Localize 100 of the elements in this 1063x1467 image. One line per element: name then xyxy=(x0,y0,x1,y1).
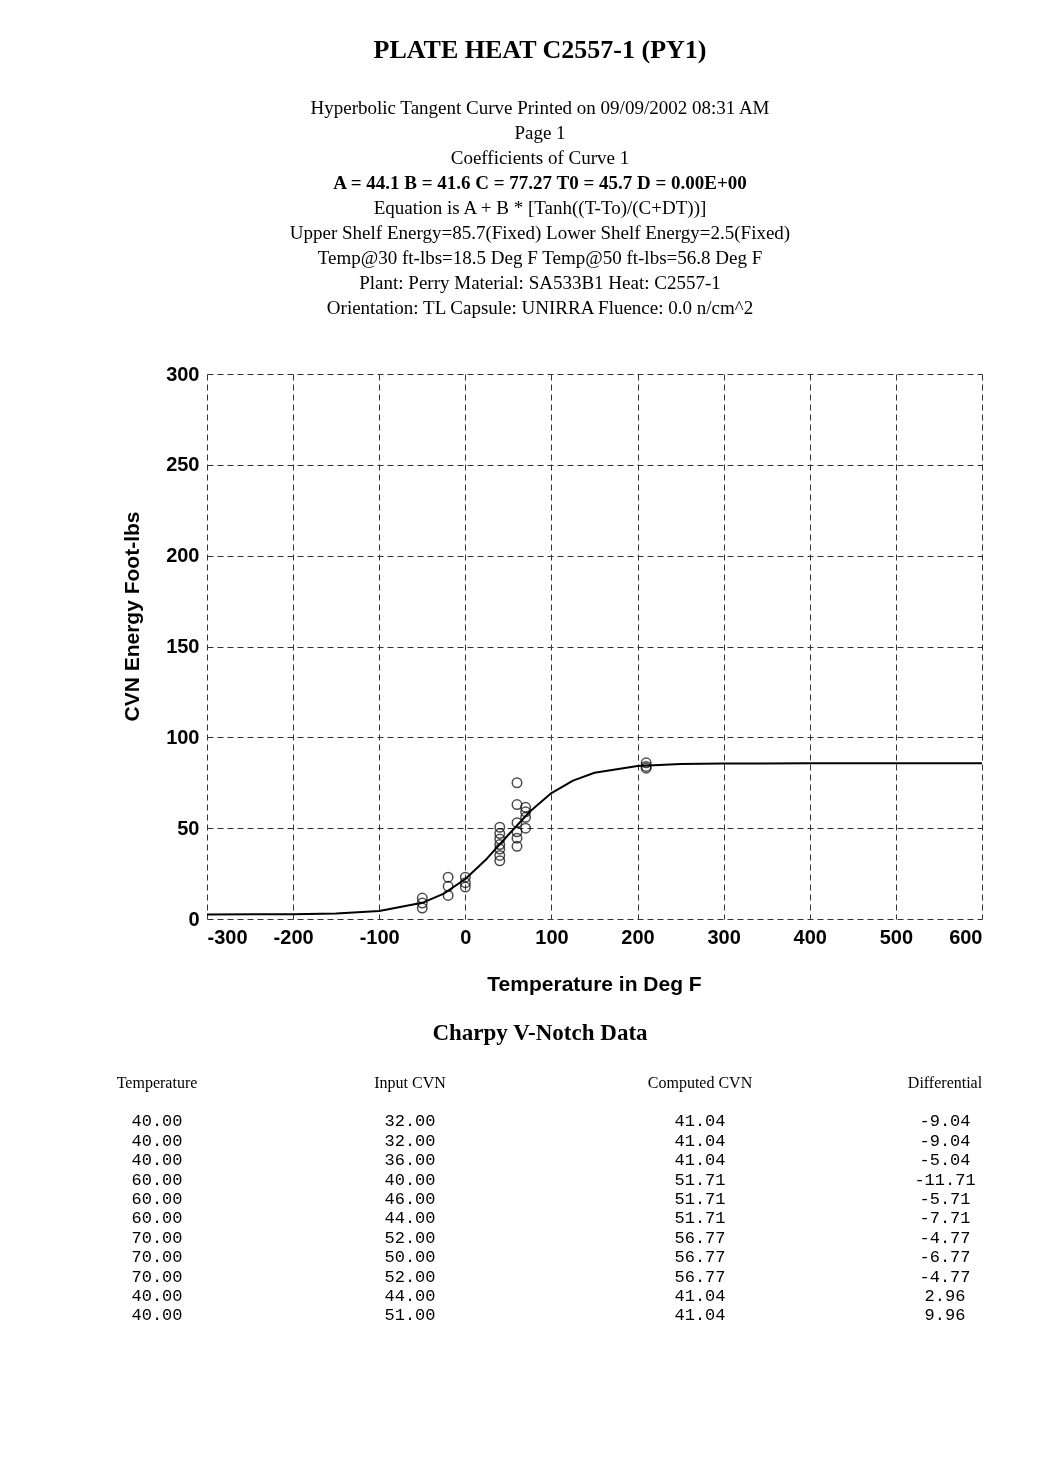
point xyxy=(494,839,506,850)
text: Differential xyxy=(907,1074,983,1091)
x-tick-label: -200 xyxy=(273,925,314,948)
point xyxy=(442,880,454,892)
text: 70.00 xyxy=(131,1228,183,1248)
text: 32.00 xyxy=(384,1131,436,1151)
text: 44.00 xyxy=(384,1209,436,1229)
text: -5.04 xyxy=(919,1151,971,1171)
point xyxy=(494,821,506,833)
text: 9.96 xyxy=(924,1306,966,1326)
text: -6.77 xyxy=(919,1248,971,1268)
text: 41.04 xyxy=(674,1112,726,1132)
point xyxy=(520,822,532,834)
text: 46.00 xyxy=(384,1190,436,1209)
point xyxy=(511,826,523,838)
point xyxy=(520,801,532,813)
point xyxy=(442,889,454,901)
text: 40.00 xyxy=(131,1112,183,1132)
point xyxy=(494,843,506,855)
x-tick-label: 600 xyxy=(949,925,983,948)
point xyxy=(494,828,506,840)
text: 41.04 xyxy=(674,1131,726,1151)
point xyxy=(442,871,454,883)
point xyxy=(511,799,523,811)
text: 52.00 xyxy=(384,1267,436,1287)
x-tick-label: 400 xyxy=(793,925,827,948)
text: -9.04 xyxy=(919,1131,971,1151)
text: 56.77 xyxy=(674,1267,726,1287)
point xyxy=(416,892,428,904)
text: -11.71 xyxy=(914,1170,976,1190)
text: Input CVN xyxy=(374,1074,447,1092)
text: Charpy V-Notch Data xyxy=(432,1020,649,1045)
text: -9.04 xyxy=(919,1112,971,1132)
text: 41.04 xyxy=(674,1287,726,1306)
chart-title: PLATE HEAT C2557-1 (PY1) xyxy=(373,35,707,64)
text: 44.00 xyxy=(384,1287,436,1306)
text: 40.00 xyxy=(131,1287,183,1306)
text: 60.00 xyxy=(131,1209,183,1229)
point xyxy=(416,902,428,914)
text: 40.00 xyxy=(384,1170,436,1190)
x-tick-label: 500 xyxy=(879,925,914,948)
text: -4.77 xyxy=(919,1228,971,1248)
x-axis-title: Temperature in Deg F xyxy=(487,972,702,995)
text: A = 44.1 B = 41.6 C = 77.27 T0 = 45.7 D = 0.00E+00 xyxy=(333,172,747,193)
text: Temp@30 ft-lbs=18.5 Deg F Temp@50 ft-lbs=56.8 Deg F xyxy=(317,247,763,268)
text: 51.71 xyxy=(674,1170,726,1190)
text: Coefficients of Curve 1 xyxy=(450,147,630,168)
text: 40.00 xyxy=(131,1131,183,1151)
text: 56.77 xyxy=(674,1228,726,1248)
text: 40.00 xyxy=(131,1306,183,1326)
y-axis-title: CVN Energy Foot-lbs xyxy=(120,511,143,722)
text: Computed CVN xyxy=(647,1074,753,1092)
y-tick-label: 250 xyxy=(166,453,200,476)
y-tick-label: 0 xyxy=(188,907,200,930)
text: Plant: Perry Material: SA533B1 Heat: C2557-1 xyxy=(359,272,721,293)
text: 50.00 xyxy=(384,1248,436,1268)
text: 70.00 xyxy=(131,1248,183,1268)
point xyxy=(511,817,523,829)
text: 51.00 xyxy=(384,1306,436,1326)
text: Upper Shelf Energy=85.7(Fixed) Lower Shelf Energy=2.5(Fixed) xyxy=(289,222,791,243)
text: 41.04 xyxy=(674,1306,726,1326)
x-tick-label: 100 xyxy=(535,925,569,948)
text: Page 1 xyxy=(514,122,566,143)
text: 36.00 xyxy=(384,1151,436,1171)
point xyxy=(416,897,428,909)
point xyxy=(494,833,506,845)
text: 32.00 xyxy=(384,1112,436,1132)
text: Temperature xyxy=(116,1074,198,1092)
text: 52.00 xyxy=(384,1228,436,1248)
text: 56.77 xyxy=(674,1248,726,1268)
x-tick-label: 200 xyxy=(621,925,655,948)
point xyxy=(520,811,532,823)
x-tick-label: 300 xyxy=(707,925,741,948)
x-tick-label: 0 xyxy=(460,925,472,948)
y-tick-label: 200 xyxy=(166,544,200,567)
text: 51.71 xyxy=(674,1209,726,1229)
y-tick-label: 300 xyxy=(166,362,200,385)
point xyxy=(459,877,471,889)
point xyxy=(494,855,506,867)
text: 70.00 xyxy=(131,1267,183,1287)
text: 60.00 xyxy=(131,1170,183,1190)
point xyxy=(511,777,523,789)
text: -7.71 xyxy=(919,1209,971,1229)
x-tick-label: -100 xyxy=(359,925,400,948)
text: -4.77 xyxy=(919,1267,971,1287)
text: -5.71 xyxy=(919,1190,971,1209)
y-tick-label: 150 xyxy=(166,635,200,657)
y-tick-label: 50 xyxy=(177,816,200,839)
x-tick-label: -300 xyxy=(207,925,248,948)
point xyxy=(511,840,523,852)
text: 40.00 xyxy=(131,1151,183,1171)
point xyxy=(511,832,523,844)
point xyxy=(520,806,532,818)
text: 2.96 xyxy=(924,1287,966,1306)
point xyxy=(459,871,471,883)
y-tick-label: 100 xyxy=(166,725,200,748)
text: Hyperbolic Tangent Curve Printed on 09/09/2002 08:31 AM xyxy=(310,97,770,118)
text: Equation is A + B * [Tanh((T-To)/(C+DT))] xyxy=(373,197,707,218)
text: 51.71 xyxy=(674,1190,726,1209)
text: Orientation: TL Capsule: UNIRRA Fluence: 0.0 n/cm^2 xyxy=(326,297,754,318)
